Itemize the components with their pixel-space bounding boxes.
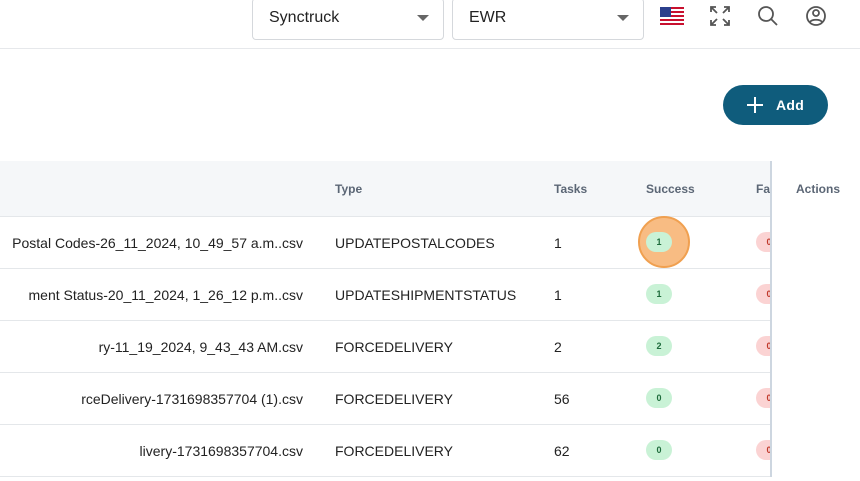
column-header: Actions xyxy=(796,182,841,196)
table-row: ment Status-20_11_2024, 1_26_12 p.m..csv… xyxy=(0,268,860,321)
success-badge: 1 xyxy=(646,232,672,252)
column-header: Type xyxy=(335,182,363,196)
search-icon[interactable] xyxy=(757,5,779,27)
column-header: Tasks xyxy=(554,182,588,196)
success-badge: 0 xyxy=(646,440,672,460)
task-count: 62 xyxy=(554,443,570,459)
table-row: ry-11_19_2024, 9_43_43 AM.csv FORCEDELIVE… xyxy=(0,320,860,373)
add-button[interactable]: Add xyxy=(723,85,828,125)
actions-column: Actions xyxy=(772,161,860,477)
file-name: rceDelivery-1731698357704 (1).csv xyxy=(81,391,303,407)
add-label: Add xyxy=(776,97,805,113)
task-type: UPDATEPOSTALCODES xyxy=(335,235,495,251)
table-row: Postal Codes-26_11_2024, 10_49_57 a.m..c… xyxy=(0,216,860,269)
file-name: livery-1731698357704.csv xyxy=(139,443,303,459)
task-count: 1 xyxy=(554,287,562,303)
success-badge: 1 xyxy=(646,284,672,304)
column-divider xyxy=(770,161,772,477)
station-select[interactable]: EWR xyxy=(452,0,644,40)
flag-icon[interactable] xyxy=(660,7,684,25)
file-name: ry-11_19_2024, 9_43_43 AM.csv xyxy=(98,339,303,355)
table-header: Type Tasks Success Fa xyxy=(0,161,860,217)
task-count: 2 xyxy=(554,339,562,355)
fullscreen-icon[interactable] xyxy=(709,5,731,27)
company-value: Synctruck xyxy=(269,9,340,26)
company-select[interactable]: Synctruck xyxy=(252,0,444,40)
dropdown-arrow xyxy=(617,15,629,21)
success-badge: 0 xyxy=(646,388,672,408)
table-row: rceDelivery-1731698357704 (1).csv FORCEDE… xyxy=(0,372,860,425)
task-count: 56 xyxy=(554,391,570,407)
task-count: 1 xyxy=(554,235,562,251)
table-row: livery-1731698357704.csv FORCEDELIVERY 62 0… xyxy=(0,424,860,477)
plus-icon xyxy=(747,97,763,113)
file-name: ment Status-20_11_2024, 1_26_12 p.m..csv xyxy=(28,287,303,303)
column-header: Fa xyxy=(756,182,771,196)
station-value: EWR xyxy=(469,9,507,26)
top-bar: Synctruck EWR xyxy=(0,0,860,49)
success-badge: 2 xyxy=(646,336,672,356)
task-type: FORCEDELIVERY xyxy=(335,339,453,355)
task-type: UPDATESHIPMENTSTATUS xyxy=(335,287,517,303)
dropdown-arrow xyxy=(417,15,429,21)
file-name: Postal Codes-26_11_2024, 10_49_57 a.m..c… xyxy=(12,235,303,251)
task-type: FORCEDELIVERY xyxy=(335,391,453,407)
user-icon[interactable] xyxy=(805,5,827,27)
task-type: FORCEDELIVERY xyxy=(335,443,453,459)
column-header: Success xyxy=(646,182,695,196)
